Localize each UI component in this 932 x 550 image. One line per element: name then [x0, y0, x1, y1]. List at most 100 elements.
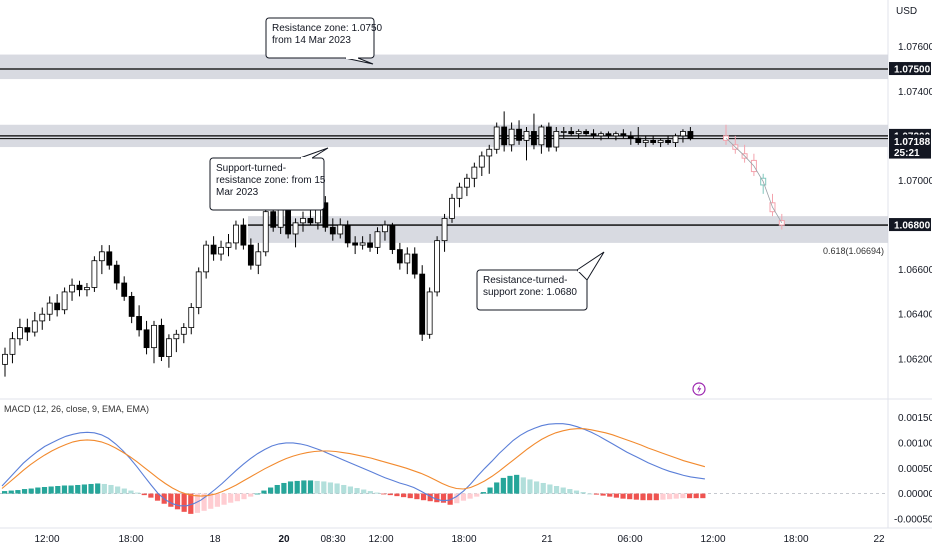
candle-body — [508, 128, 515, 146]
macd-histogram-bar — [274, 484, 280, 494]
candle — [136, 305, 143, 337]
price-tag-label: 1.06800 — [894, 221, 931, 232]
support-turned-resistance-callout-box — [209, 157, 325, 211]
candle-body — [218, 246, 224, 255]
macd-histogram-bar — [500, 477, 506, 494]
candle-body — [300, 217, 306, 224]
candle — [613, 131, 619, 141]
support-turned-resistance-callout-line: resistance zone: from 15 — [216, 175, 326, 186]
macd-line — [1, 423, 705, 507]
resistance-callout-box — [265, 17, 375, 59]
candle-body — [493, 126, 500, 150]
macd-histogram-bar — [101, 483, 107, 494]
macd-histogram-bar — [194, 493, 201, 513]
macd-histogram-bar — [553, 486, 560, 494]
candle — [635, 126, 642, 145]
time-tick-label: 12:00 — [368, 534, 393, 545]
candle — [441, 213, 448, 252]
candle-body — [687, 131, 694, 139]
macd-histogram-bar — [354, 488, 360, 494]
candle — [538, 124, 545, 154]
candle-body — [173, 333, 180, 340]
candle — [605, 131, 612, 139]
candle — [121, 276, 128, 301]
macd-histogram-bar — [307, 480, 314, 494]
price-axis[interactable]: 1.07600 1.07400 1.07000 1.06600 1.06400 1.062… — [898, 42, 932, 365]
candle — [322, 196, 329, 232]
macd-tick-label: 0.00150 — [898, 413, 932, 424]
macd-histogram-bar — [693, 493, 699, 499]
candle — [61, 287, 68, 315]
candle — [627, 131, 634, 145]
macd-histogram-bar — [201, 493, 207, 511]
price-tag-bg — [889, 134, 931, 148]
candle-body — [285, 206, 292, 235]
macd-histogram-bar — [41, 487, 48, 494]
candle — [16, 318, 23, 346]
price-tick-label: 1.06600 — [898, 265, 932, 276]
macd-histogram-bar — [115, 486, 121, 494]
macd-histogram-bar — [95, 483, 101, 494]
macd-histogram-bar — [381, 493, 387, 495]
price-tag-bg — [889, 218, 931, 232]
candle-body — [367, 242, 373, 248]
candle-body — [188, 307, 195, 328]
candle — [69, 278, 75, 301]
candle — [151, 320, 157, 364]
macd-histogram-bar — [374, 492, 380, 494]
candle — [218, 240, 224, 261]
macd-histogram-bar — [367, 491, 373, 494]
macd-histogram-bar — [261, 490, 267, 494]
macd-histogram-bar — [88, 483, 94, 494]
candle-body — [337, 224, 344, 235]
candle-body — [389, 224, 396, 250]
macd-histogram-bar — [28, 488, 34, 494]
macd-histogram-bar — [454, 493, 460, 504]
macd-legend[interactable]: MACD (12, 26, close, 9, EMA, EMA) — [4, 404, 149, 414]
lightning-icon[interactable] — [692, 382, 706, 396]
candle-body — [382, 224, 388, 233]
macd-histogram-bar — [680, 493, 686, 499]
macd-histogram-bar — [414, 493, 420, 500]
candle-body — [165, 338, 172, 357]
candle-body — [24, 327, 31, 333]
candle — [180, 323, 187, 344]
macd-tick-label: 0.00050 — [898, 464, 932, 475]
macd-histogram-bar — [248, 493, 254, 497]
macd-histogram-bar — [480, 492, 486, 494]
time-tick-label: 20 — [278, 534, 290, 545]
candle-body — [404, 253, 411, 264]
candle-body — [292, 222, 299, 235]
macd-indicator[interactable] — [0, 423, 888, 514]
macd-axis[interactable]: 0.00150 0.00100 0.00050 0.00000 -0.00050 — [894, 413, 932, 525]
candle-body — [598, 133, 604, 137]
candle-body — [531, 131, 537, 146]
macd-histogram-bar — [21, 489, 28, 494]
candle — [352, 236, 359, 255]
candle-body — [680, 131, 686, 137]
candle — [650, 135, 657, 145]
macd-histogram-bar — [686, 493, 693, 499]
candle — [225, 233, 232, 257]
support-turned-resistance-callout: Support-turned-resistance zone: from 15M… — [209, 147, 329, 211]
time-axis[interactable]: 12:00 18:00 18 20 08:30 12:00 18:00 21 06:00 12:0… — [34, 534, 885, 545]
macd-pane[interactable] — [0, 400, 888, 528]
candle-body — [54, 302, 61, 311]
candle — [516, 120, 522, 145]
candle-body — [478, 155, 485, 168]
macd-histogram-bar — [68, 485, 74, 494]
candle — [255, 242, 262, 275]
macd-histogram-bar — [347, 486, 353, 494]
candle-body — [329, 226, 336, 235]
candle — [486, 144, 493, 174]
candle-body — [106, 251, 113, 266]
candle — [31, 311, 38, 337]
candle — [143, 320, 150, 355]
macd-histogram-bar — [580, 492, 586, 494]
macd-histogram-bar — [673, 493, 679, 499]
macd-histogram-bar — [467, 493, 473, 499]
macd-tick-label: 0.00100 — [898, 438, 932, 449]
macd-histogram-bar — [401, 493, 407, 498]
candle-body — [39, 313, 46, 322]
